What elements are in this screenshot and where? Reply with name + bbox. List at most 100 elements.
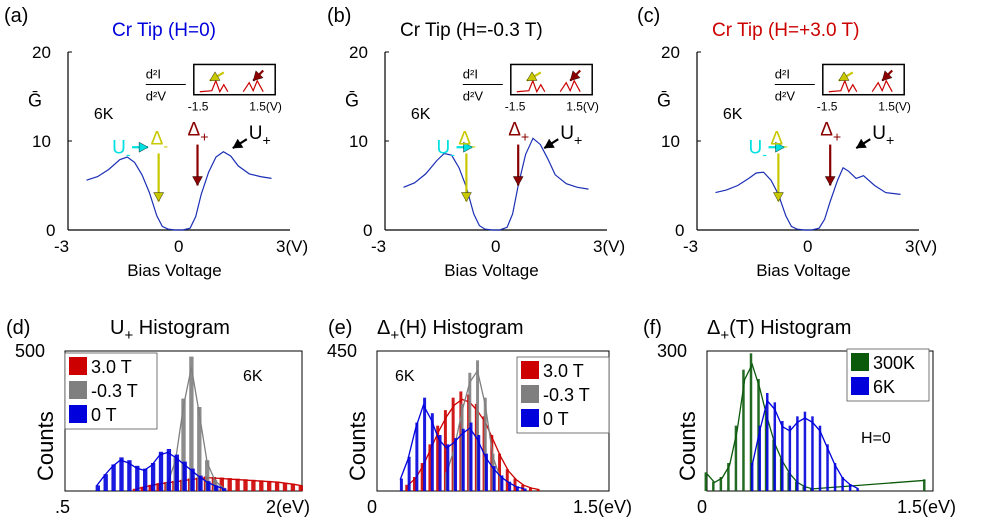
histogram-bar <box>150 463 156 491</box>
histogram-bar <box>148 484 153 491</box>
series--0-3-T <box>165 356 226 491</box>
legend-entry: 0 T <box>91 405 117 425</box>
legend-entry: 3.0 T <box>543 361 584 381</box>
histogram-bar <box>515 486 519 491</box>
histogram-bar <box>508 481 512 491</box>
legend-entry: 300K <box>873 353 915 373</box>
histogram-bar <box>103 474 108 491</box>
histogram-bar <box>156 483 161 491</box>
marker-delta-plus-arrow <box>192 144 203 186</box>
histogram-bar <box>290 483 296 491</box>
histogram-bar <box>727 463 730 491</box>
inset-d2i-d2v: d²I d²V -1.5 1.5(V) <box>774 63 911 114</box>
histogram-bar <box>796 416 799 491</box>
y-tick-label: 10 <box>32 132 51 151</box>
fit-curve <box>399 403 525 490</box>
histogram-panel-3: (f) Δ+(T) Histogram 300 Counts 0 1.5(eV) 300K 6… <box>643 317 956 517</box>
inset-x-tick: 1.5(V) <box>878 100 911 114</box>
x-axis-label: Bias Voltage <box>127 261 222 280</box>
y-tick-label: 20 <box>349 43 368 62</box>
histogram-bar <box>259 480 264 491</box>
inset-arrow-darkred-head <box>252 70 264 82</box>
histogram-bar <box>483 397 487 491</box>
x-tick-label: 3(V) <box>905 237 937 256</box>
marker-delta-plus-label: Δ+ <box>820 120 841 146</box>
conductance-curve <box>403 137 589 231</box>
panel-title: Δ+(H) Histogram <box>377 317 524 344</box>
histogram-bar <box>197 407 202 491</box>
inset-arrow-yellow <box>838 71 854 82</box>
x-tick-label: 0 <box>803 237 812 256</box>
inset-x-tick: -1.5 <box>188 100 209 114</box>
marker-u-plus-arrow <box>232 138 248 150</box>
histogram-bar <box>140 486 145 491</box>
histogram-bar <box>127 460 132 491</box>
histogram-bar <box>158 451 164 491</box>
y-tick-label: 10 <box>349 132 368 151</box>
marker-delta-plus-arrow <box>824 144 836 186</box>
histogram-bar <box>438 435 442 491</box>
conductance-curve <box>86 150 272 231</box>
histogram-bar <box>95 485 100 491</box>
histogram-bar <box>407 456 411 491</box>
inset-d2i-d2v: d²I d²V -1.5 1.5(V) <box>462 63 599 114</box>
histogram-bar <box>826 444 829 491</box>
legend-entry: -0.3 T <box>91 381 138 401</box>
histogram-bar <box>135 465 140 491</box>
histogram-bar <box>399 478 403 491</box>
inset-ylabel-bottom: d²V <box>775 88 796 103</box>
x-tick-label: 1.5(eV) <box>573 497 632 517</box>
panel-label: (a) <box>4 5 28 27</box>
histogram-bar <box>781 421 784 491</box>
marker-delta-minus-arrow-head <box>153 192 164 202</box>
marker-u-minus-arrow-head <box>775 141 785 153</box>
marker-u-plus-arrow-head <box>232 138 244 149</box>
panel-title: Cr Tip (H=-0.3 T) <box>400 20 543 41</box>
inset-ylabel-bottom: d²V <box>463 88 484 103</box>
y-tick-label: 0 <box>675 221 684 240</box>
y-axis-label: Counts <box>345 411 370 481</box>
inset-ylabel-top: d²I <box>775 66 790 81</box>
histogram-bar <box>818 425 822 491</box>
x-tick-label: 2(eV) <box>266 497 310 517</box>
histogram-bar <box>219 477 224 491</box>
panel-title: Cr Tip (H=+3.0 T) <box>712 20 859 41</box>
histogram-bar <box>143 468 148 491</box>
histogram-bar <box>734 425 738 491</box>
histogram-bar <box>222 488 227 491</box>
marker-delta-plus-arrow-head <box>512 176 524 186</box>
legend: 300K 6K <box>846 348 930 402</box>
field-annotation: H=0 <box>861 430 891 447</box>
marker-u-minus-arrow <box>768 141 785 153</box>
x-tick-label: .5 <box>55 497 70 517</box>
inset-arrow-darkred-head <box>881 70 893 82</box>
marker-delta-plus-arrow-head <box>824 176 836 186</box>
histogram-bar <box>420 463 424 491</box>
marker-delta-minus-arrow <box>773 153 784 202</box>
histogram-bar <box>267 480 272 491</box>
legend-swatch <box>521 361 539 379</box>
legend-swatch <box>521 409 539 427</box>
inset-arrow-yellow <box>526 71 542 82</box>
fit-curve <box>135 476 303 490</box>
series-6K <box>750 393 859 491</box>
marker-u-plus-arrow-head <box>855 138 867 149</box>
y-axis-label: Counts <box>33 411 58 481</box>
histogram-bar <box>206 481 211 491</box>
x-tick-label: -3 <box>54 237 69 256</box>
histogram-bar <box>298 485 303 491</box>
marker-u-minus-arrow <box>456 141 473 153</box>
marker-delta-minus-arrow-head <box>773 192 784 202</box>
marker-u-minus-label: U- <box>749 137 768 163</box>
x-tick-label: 0 <box>367 497 377 517</box>
histogram-bar <box>523 488 527 491</box>
legend-swatch <box>69 381 87 399</box>
temperature-label: 6K <box>395 368 415 385</box>
inset-arrow-yellow-head <box>209 71 221 81</box>
inset-ylabel-top: d²I <box>463 66 478 81</box>
x-tick-label: -3 <box>371 237 386 256</box>
temperature-label: 6K <box>411 106 431 123</box>
histogram-bar <box>182 461 187 491</box>
histogram-bar <box>214 485 219 491</box>
inset-ylabel-bottom: d²V <box>146 88 167 103</box>
